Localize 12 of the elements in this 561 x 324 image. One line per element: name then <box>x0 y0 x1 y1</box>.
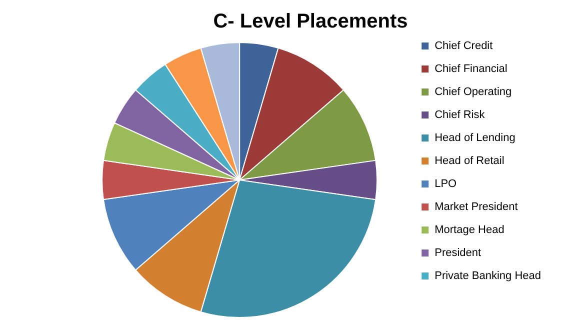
legend-label: LPO <box>434 178 458 190</box>
legend-label: Chief Operating <box>434 86 512 98</box>
legend-label: Market President <box>434 201 518 214</box>
legend-label: Chief Credit <box>434 40 493 52</box>
legend-label: Private Banking Head <box>434 270 542 282</box>
legend-label: Chief Financial <box>434 63 508 76</box>
legend-label: Head of Retail <box>434 155 504 168</box>
legend-label: President <box>434 247 482 260</box>
legend-label: Chief Risk <box>434 109 486 122</box>
legend-label: Head of Lending <box>434 132 516 144</box>
chart-title: C- Level Placements <box>213 10 408 33</box>
legend-label: Mortage Head <box>434 224 504 236</box>
